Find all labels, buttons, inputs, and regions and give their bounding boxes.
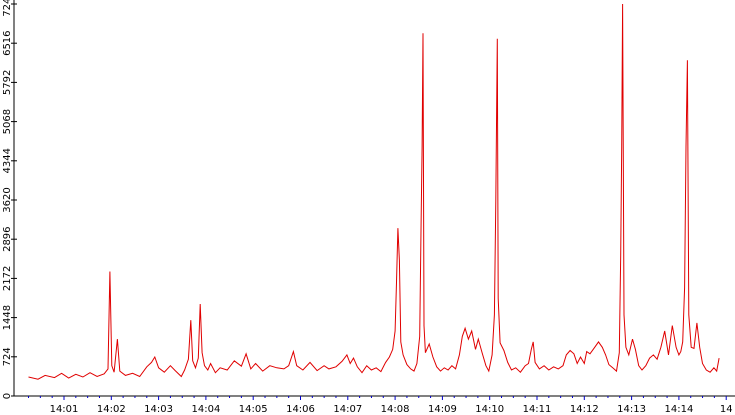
- y-tick-label: 1448: [2, 305, 13, 330]
- y-tick-label: 5068: [2, 109, 13, 134]
- x-tick-label: 14:03: [144, 404, 173, 415]
- y-tick-label: 2172: [2, 266, 13, 291]
- x-tick-label: 14:01: [50, 404, 79, 415]
- y-tick-label: 3620: [2, 187, 13, 212]
- x-tick-label: 14:06: [286, 404, 315, 415]
- x-tick-label: 14:10: [475, 404, 504, 415]
- x-tick-label: 14:07: [333, 404, 362, 415]
- y-tick-label: 724: [2, 347, 13, 366]
- y-tick-label: 2896: [2, 226, 13, 251]
- y-tick-label: 7240: [2, 0, 13, 17]
- y-tick-label: 6516: [2, 30, 13, 55]
- x-tick-label: 14:14: [664, 404, 693, 415]
- x-tick-label: 14:12: [570, 404, 599, 415]
- x-tick-label: 14:13: [617, 404, 646, 415]
- x-tick-label: 14:09: [428, 404, 457, 415]
- x-tick-label: 14:04: [191, 404, 220, 415]
- y-tick-label: 0: [2, 393, 13, 399]
- series-line: [28, 3, 720, 380]
- y-tick-label: 4344: [2, 148, 13, 173]
- x-tick-label: 14:11: [523, 404, 552, 415]
- x-tick-label: 14:02: [97, 404, 126, 415]
- x-tick-label: 14:05: [239, 404, 268, 415]
- series-line-group: [28, 3, 720, 380]
- y-tick-label: 5792: [2, 70, 13, 95]
- x-tick-label: 14:08: [381, 404, 410, 415]
- x-tick-label: 14: [720, 404, 733, 415]
